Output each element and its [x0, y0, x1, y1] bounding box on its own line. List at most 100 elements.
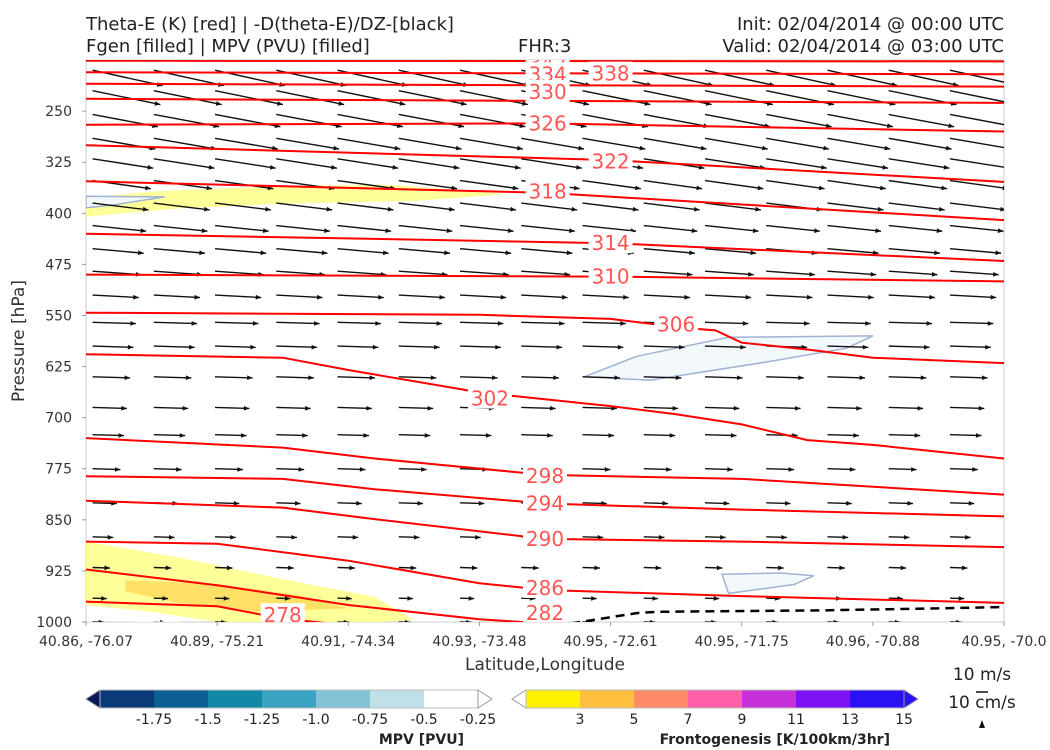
wind-vector-shaft	[153, 406, 189, 410]
wind-vector-head	[978, 405, 985, 411]
wind-vector-head	[778, 565, 784, 571]
wind-vector-shaft	[949, 270, 999, 276]
wind-vector-shaft	[766, 376, 804, 379]
wind-vector-head	[321, 250, 328, 256]
wind-vector-shaft	[398, 158, 460, 169]
wind-vector-shaft	[214, 270, 264, 276]
wind-vector-head	[798, 375, 804, 381]
wind-vector-head	[635, 185, 641, 191]
init-time: Init: 02/04/2014 @ 00:00 UTC	[736, 14, 1004, 35]
wind-vector	[888, 501, 914, 506]
wind-vector	[582, 202, 639, 212]
x-tick-label: 40.86, -76.07	[39, 634, 133, 650]
wind-vector-head	[556, 344, 563, 350]
wind-vector-shaft	[888, 202, 945, 211]
contour-label-bg-322	[588, 149, 633, 172]
wind-vector	[459, 534, 481, 540]
wind-vector-head	[583, 101, 590, 106]
wind-vector-head	[468, 596, 475, 601]
wind-vector-head	[666, 467, 672, 472]
wind-vector	[276, 202, 333, 212]
wind-vector-head	[436, 321, 443, 326]
wind-vector	[459, 321, 504, 326]
wind-vector-shaft	[704, 179, 764, 190]
contour-label-bg-330	[525, 80, 570, 103]
wind-vector	[215, 321, 259, 326]
wind-vector-head	[208, 165, 215, 170]
wind-vector-shaft	[766, 137, 830, 150]
wind-vector-head	[363, 433, 370, 438]
wind-vector-shaft	[949, 406, 985, 410]
wind-vector	[582, 294, 629, 300]
wind-vector-head	[604, 467, 611, 472]
wind-vector	[215, 344, 256, 350]
theta-e-contour-282	[86, 568, 539, 622]
wind-vector-head	[938, 206, 945, 212]
wind-vector	[92, 294, 139, 300]
wind-vector-head	[451, 185, 458, 191]
wind-vector	[337, 619, 350, 622]
wind-vector-head	[189, 344, 195, 350]
wind-vector-head	[124, 375, 131, 381]
wind-vector	[276, 405, 311, 411]
wind-vector	[460, 619, 472, 622]
wind-vector-shaft	[582, 294, 629, 299]
wind-vector	[521, 224, 575, 233]
wind-vector-head	[215, 101, 222, 106]
wind-vector-shaft	[214, 247, 267, 254]
wind-vector-head	[500, 294, 507, 300]
wind-vector-shaft	[337, 224, 392, 232]
wind-vector-shaft	[704, 224, 759, 232]
theta-e-contour-294	[86, 475, 1004, 518]
wind-vector	[704, 224, 759, 233]
wind-vector-head	[620, 321, 626, 326]
wind-vector	[704, 294, 752, 300]
wind-vector-head	[185, 375, 192, 381]
wind-vector-head	[655, 565, 662, 571]
wind-vector-shaft	[337, 294, 384, 299]
wind-vector	[949, 619, 962, 622]
fgen-colorbar-segment	[580, 690, 635, 708]
wind-vector-head	[133, 294, 139, 300]
mpv-colorbar-title: MPV [PVU]	[379, 732, 464, 748]
wind-vector-head	[750, 250, 757, 256]
wind-vector-shaft	[827, 247, 879, 254]
wind-vector-head	[569, 228, 575, 233]
wind-vector	[643, 224, 698, 233]
wind-vector-head	[399, 101, 406, 106]
wind-vector-shaft	[582, 224, 637, 232]
wind-vector-head	[1002, 185, 1004, 191]
contour-label-bg-314	[588, 231, 633, 254]
wind-vector	[398, 596, 413, 601]
wind-vector	[704, 202, 762, 212]
wind-vector	[521, 433, 553, 438]
y-tick-label: 625	[45, 360, 72, 376]
fgen-colorbar-segment	[634, 690, 689, 708]
wind-vector-shaft	[521, 376, 559, 379]
wind-vector	[337, 294, 384, 300]
wind-vector-shaft	[827, 158, 889, 169]
wind-vector-shaft	[888, 376, 927, 379]
wind-vector-head	[338, 101, 345, 106]
fgen-colorbar-max-arrow	[903, 689, 919, 709]
wind-vector-shaft	[888, 137, 952, 150]
wind-vector-head	[757, 185, 764, 191]
wind-vector	[521, 202, 578, 212]
wind-vector-head	[519, 123, 526, 129]
wind-vector	[521, 321, 565, 326]
wind-vector-shaft	[398, 247, 450, 254]
fgen-colorbar-tick: 13	[841, 712, 859, 728]
wind-vector	[888, 405, 924, 411]
wind-vector	[459, 113, 526, 129]
dtheta-dz-contour	[572, 605, 1004, 622]
wind-vector-shaft	[276, 247, 328, 254]
wind-vector	[949, 89, 1004, 103]
wind-vector-head	[788, 467, 795, 472]
wind-vector-shaft	[153, 137, 217, 150]
wind-vector	[582, 534, 604, 540]
wind-vector-shaft	[459, 321, 504, 325]
wind-vector	[827, 534, 849, 540]
wind-vector-head	[672, 405, 679, 411]
wind-vector	[949, 321, 994, 326]
wind-vector	[582, 467, 611, 472]
